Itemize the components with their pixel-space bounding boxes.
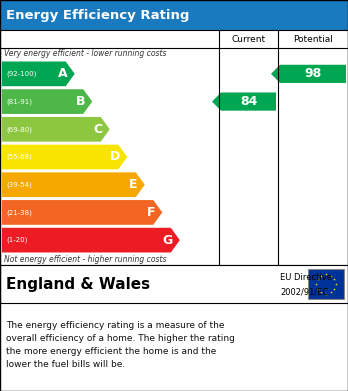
Text: (55-68): (55-68) [6, 154, 32, 160]
Text: Current: Current [231, 34, 266, 43]
Text: (81-91): (81-91) [6, 98, 32, 105]
Text: C: C [94, 123, 103, 136]
Text: Potential: Potential [293, 34, 333, 43]
Text: (1-20): (1-20) [6, 237, 27, 243]
Polygon shape [2, 228, 180, 253]
Text: (39-54): (39-54) [6, 181, 32, 188]
Bar [0, 265, 348, 303]
Text: 98: 98 [304, 67, 322, 81]
Text: The energy efficiency rating is a measure of the
overall efficiency of a home. T: The energy efficiency rating is a measur… [6, 321, 235, 369]
Polygon shape [212, 93, 276, 111]
Text: G: G [163, 234, 173, 247]
Text: F: F [147, 206, 155, 219]
Polygon shape [2, 117, 110, 142]
Polygon shape [2, 172, 145, 197]
Text: Not energy efficient - higher running costs: Not energy efficient - higher running co… [4, 255, 166, 264]
Bar [0, 30, 348, 265]
Text: Very energy efficient - lower running costs: Very energy efficient - lower running co… [4, 50, 166, 59]
Text: (69-80): (69-80) [6, 126, 32, 133]
Text: 2002/91/EC: 2002/91/EC [280, 288, 329, 297]
Text: (21-38): (21-38) [6, 209, 32, 216]
Text: (92-100): (92-100) [6, 71, 37, 77]
Text: 84: 84 [240, 95, 257, 108]
Polygon shape [2, 145, 127, 169]
Polygon shape [271, 65, 346, 83]
Text: B: B [76, 95, 85, 108]
Text: E: E [129, 178, 138, 191]
Text: D: D [110, 151, 120, 163]
Bar [0, 0, 348, 30]
Polygon shape [2, 89, 92, 114]
Text: A: A [58, 67, 68, 81]
Bar [308, 269, 344, 299]
Polygon shape [2, 200, 162, 225]
Text: England & Wales: England & Wales [6, 276, 150, 292]
Text: EU Directive: EU Directive [280, 273, 332, 282]
Polygon shape [2, 61, 75, 86]
Text: Energy Efficiency Rating: Energy Efficiency Rating [6, 9, 189, 22]
